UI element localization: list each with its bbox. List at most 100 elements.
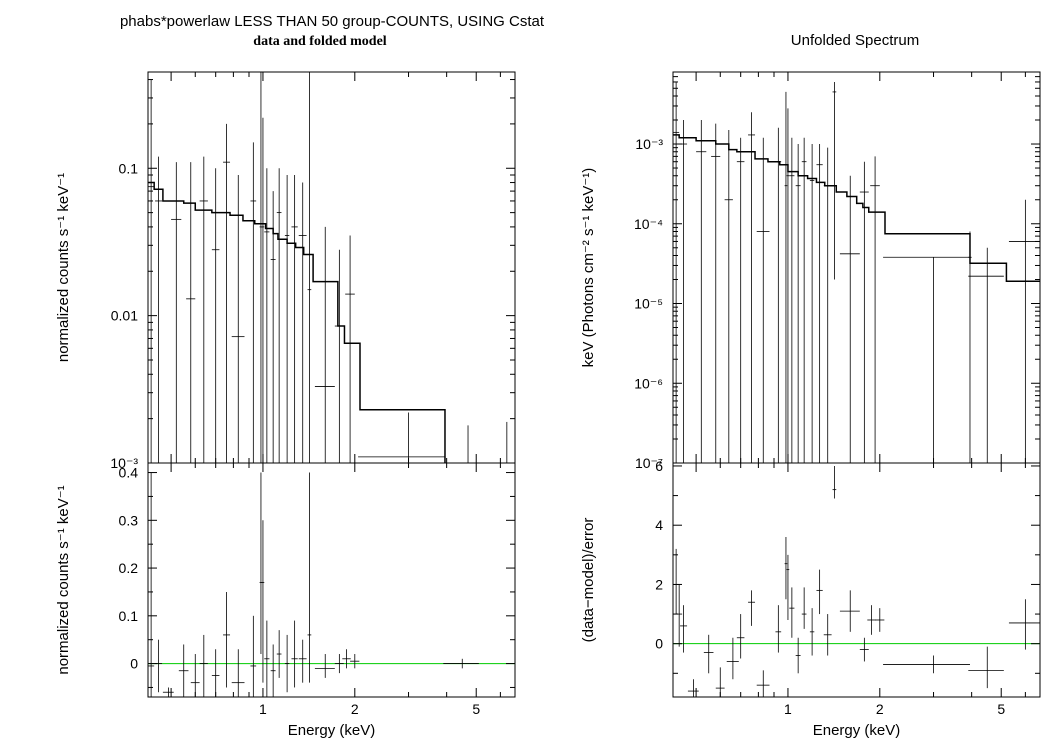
folded-data-point [223,123,231,463]
unfolded-y-tick-label: 10⁻⁴ [634,216,663,232]
unfolded-residual-data-point [859,637,869,662]
folded-data-point [261,117,265,463]
folded-y-tick-label: 0.01 [111,308,138,324]
unfolded-residual-y-tick-label: 6 [655,458,663,474]
unfolded-residual-data-point [703,634,714,674]
unfolded-data-point [756,137,770,463]
unfolded-data-point [870,156,880,463]
unfolded-residual-data-point [775,605,782,653]
folded-residual-y-tick-label: 0.2 [119,560,139,576]
unfolded-residual-data-point [875,608,885,632]
unfolded-residual-data-point [801,587,807,629]
folded-data-point [345,235,355,463]
folded-residual-marks [148,472,515,697]
unfolded-residual-data-point [756,670,770,697]
folded-data-point [259,72,263,463]
unfolded-residual-marks [673,465,1040,697]
folded-residual-data-point [261,520,265,683]
plot-area: 10⁻³ 0.01 0.1 normalized counts s⁻¹ keV⁻¹ 0 0… [55,71,1041,739]
unfolded-residual-data-point [968,646,1004,689]
unfolded-panel: 10⁻⁷ 10⁻⁶ 10⁻⁵ 10⁻⁴ 10⁻³ keV (Photons cm⁻² s⁻… [580,71,1041,471]
folded-residual-data-point [190,654,200,697]
unfolded-residual-data-point [748,590,756,626]
right-title: Unfolded Spectrum [791,32,919,49]
folded-residual-data-point [223,591,231,688]
folded-residual-data-point [284,634,290,693]
folded-data-point [186,162,196,463]
folded-residual-data-point [443,658,479,669]
folded-data-point [231,175,245,463]
folded-residual-data-point [231,649,245,697]
folded-marks [148,72,508,463]
folded-data-point [155,156,163,463]
folded-model-line [148,181,446,463]
left-title: phabs*powerlaw LESS THAN 50 group-COUNTS… [120,13,545,30]
folded-residual-y-tick-label: 0 [130,656,138,672]
folded-panel: 10⁻³ 0.01 0.1 normalized counts s⁻¹ keV⁻¹ [55,71,516,471]
folded-residual-data-point [270,644,276,697]
unfolded-y-tick-label: 10⁻⁶ [634,375,663,391]
folded-data-point [264,168,270,463]
unfolded-residual-data-point [726,637,739,680]
unfolded-residual-y-label: (data−model)/error [580,518,597,643]
left-subtitle: data and folded model [253,34,387,49]
unfolded-data-point [968,247,1004,463]
unfolded-data-point [789,137,795,463]
folded-data-point [291,175,298,463]
folded-residual-x-tick-label: 2 [351,701,359,717]
folded-residual-data-point [342,649,351,669]
unfolded-residual-y-tick-label: 2 [655,576,663,592]
unfolded-data-point [711,123,721,463]
folded-residual-x-label: Energy (keV) [288,722,376,739]
folded-residual-data-point [148,472,155,697]
folded-y-tick-label: 10⁻³ [110,455,138,471]
folded-residual-data-point [291,620,298,688]
folded-y-tick-label: 0.1 [119,160,139,176]
unfolded-data-point [816,144,823,463]
unfolded-frame [672,71,1041,464]
unfolded-residual-y-tick-label: 4 [655,517,663,533]
unfolded-y-label: keV (Photons cm⁻² s⁻¹ keV⁻¹) [580,168,597,368]
unfolded-data-point [823,147,832,463]
unfolded-data-point [673,81,680,463]
unfolded-data-point [784,91,788,463]
folded-data-point [284,175,290,463]
folded-residual-data-point [259,472,263,655]
folded-residual-y-tick-label: 0.3 [119,512,139,528]
folded-data-point [298,182,307,463]
unfolded-data-point [696,120,707,463]
folded-residual-data-point [276,630,282,678]
unfolded-residual-x-label: Energy (keV) [813,722,901,739]
unfolded-residual-data-point [687,679,699,697]
folded-residual-data-point [334,654,344,674]
folded-data-point [505,421,508,463]
folded-data-point [270,191,276,463]
folded-residual-data-point [350,654,360,669]
unfolded-residual-data-point [736,614,745,659]
folded-residual-y-tick-label: 0.1 [119,608,139,624]
unfolded-residual-data-point [816,569,823,615]
folded-residual-data-point [314,654,335,678]
folded-residual-data-point [298,639,307,683]
unfolded-residual-data-point [784,537,788,600]
unfolded-residual-data-point [786,554,790,620]
unfolded-data-point [775,127,782,463]
folded-residual-x-tick-label: 5 [472,701,480,717]
unfolded-model-line [673,134,1040,283]
folded-residual-data-point [250,615,257,697]
folded-residual-frame [147,462,516,698]
folded-residual-data-point [178,644,189,697]
folded-frame [147,71,516,464]
folded-data-point [466,425,470,463]
folded-data-point [314,226,335,463]
folded-data-point [358,412,445,463]
unfolded-residual-y-tick-label: 0 [655,636,663,652]
unfolded-data-point [883,256,970,463]
unfolded-data-point [724,129,733,463]
unfolded-residual-data-point [1008,599,1040,650]
unfolded-residual-data-point [673,548,680,615]
unfolded-residual-data-point [795,637,801,674]
folded-residual-data-point [307,472,312,683]
folded-residual-y-label: normalized counts s⁻¹ keV⁻¹ [55,485,72,674]
folded-data-point [276,168,282,463]
